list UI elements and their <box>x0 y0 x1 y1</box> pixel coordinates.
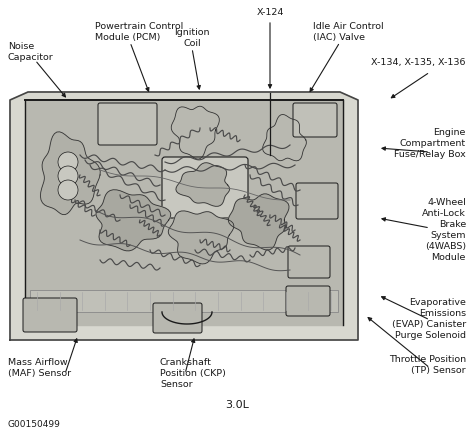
Bar <box>30 290 338 312</box>
FancyBboxPatch shape <box>23 298 77 332</box>
Polygon shape <box>40 132 100 215</box>
FancyBboxPatch shape <box>296 183 338 219</box>
Text: Noise
Capacitor: Noise Capacitor <box>8 42 54 62</box>
Text: Powertrain Control
Module (PCM): Powertrain Control Module (PCM) <box>95 22 183 42</box>
Text: X-124: X-124 <box>256 8 283 17</box>
FancyBboxPatch shape <box>162 157 248 218</box>
Polygon shape <box>168 211 234 264</box>
FancyBboxPatch shape <box>288 246 330 278</box>
Polygon shape <box>171 106 219 159</box>
Text: Mass Airflow
(MAF) Sensor: Mass Airflow (MAF) Sensor <box>8 358 71 378</box>
Text: Evaporative
Emissions
(EVAP) Canister
Purge Solenoid: Evaporative Emissions (EVAP) Canister Pu… <box>392 298 466 340</box>
FancyBboxPatch shape <box>98 103 157 145</box>
Text: Crankshaft
Position (CKP)
Sensor: Crankshaft Position (CKP) Sensor <box>160 358 226 389</box>
Text: Throttle Position
(TP) Sensor: Throttle Position (TP) Sensor <box>389 355 466 375</box>
Circle shape <box>58 166 78 186</box>
Polygon shape <box>228 194 289 250</box>
Circle shape <box>58 152 78 172</box>
Polygon shape <box>25 100 343 325</box>
Text: 4-Wheel
Anti-Lock
Brake
System
(4WABS)
Module: 4-Wheel Anti-Lock Brake System (4WABS) M… <box>422 198 466 262</box>
Text: Engine
Compartment
Fuse/Relay Box: Engine Compartment Fuse/Relay Box <box>394 128 466 159</box>
FancyBboxPatch shape <box>293 103 337 137</box>
Circle shape <box>58 180 78 200</box>
Polygon shape <box>176 163 229 206</box>
Polygon shape <box>263 114 306 161</box>
Polygon shape <box>96 190 171 251</box>
Text: X-134, X-135, X-136: X-134, X-135, X-136 <box>372 58 466 67</box>
Text: 3.0L: 3.0L <box>225 400 249 410</box>
Polygon shape <box>10 92 358 340</box>
Text: Idle Air Control
(IAC) Valve: Idle Air Control (IAC) Valve <box>313 22 383 42</box>
FancyBboxPatch shape <box>286 286 330 316</box>
FancyBboxPatch shape <box>153 303 202 333</box>
Text: G00150499: G00150499 <box>8 420 61 429</box>
Text: Ignition
Coil: Ignition Coil <box>174 28 210 48</box>
